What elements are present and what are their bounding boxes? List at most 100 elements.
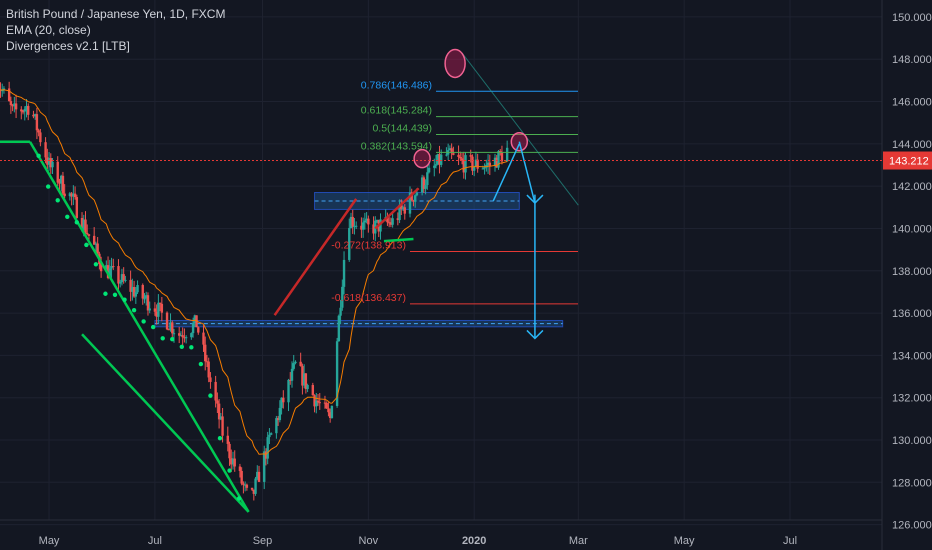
candle-body bbox=[462, 160, 465, 173]
legend-symbol[interactable]: British Pound / Japanese Yen, 1D, FXCM bbox=[6, 7, 226, 21]
candle-body bbox=[434, 164, 438, 166]
candle-body bbox=[49, 158, 52, 168]
candle-body bbox=[157, 302, 160, 317]
candle-body bbox=[11, 105, 14, 107]
candle-body bbox=[256, 471, 259, 479]
candle-body bbox=[476, 159, 479, 169]
divergence-dot bbox=[112, 292, 118, 297]
candle-body bbox=[92, 235, 96, 245]
projection-path bbox=[518, 141, 536, 204]
candle-body bbox=[73, 193, 77, 198]
candle-body bbox=[47, 158, 51, 165]
fib-level-label: -0.272(138.913) bbox=[331, 239, 406, 251]
candle-body bbox=[110, 266, 113, 269]
candle-body bbox=[184, 337, 188, 339]
candle-body bbox=[160, 303, 164, 313]
divergence-dot bbox=[131, 308, 137, 313]
candle-body bbox=[136, 285, 139, 293]
candle-body bbox=[33, 114, 37, 117]
candle-body bbox=[216, 400, 219, 404]
candle-body bbox=[315, 400, 318, 407]
candle-body bbox=[120, 274, 124, 283]
y-tick-label: 126.000 bbox=[892, 520, 932, 532]
candle-body bbox=[363, 220, 367, 223]
candle-body bbox=[335, 341, 339, 406]
candle-body bbox=[264, 451, 268, 459]
candle-body bbox=[367, 218, 370, 225]
candle-body bbox=[412, 200, 415, 202]
candle-body bbox=[379, 219, 382, 232]
trendline-green-down bbox=[28, 141, 250, 513]
top-ellipse bbox=[444, 48, 466, 79]
candle-body bbox=[1, 90, 4, 92]
candle-body bbox=[400, 204, 403, 209]
legend-ema[interactable]: EMA (20, close) bbox=[6, 23, 91, 37]
divergence-dot bbox=[74, 220, 80, 225]
candle-body bbox=[84, 219, 87, 233]
candle-body bbox=[238, 466, 242, 471]
candle-body bbox=[191, 322, 195, 334]
candle-body bbox=[231, 458, 235, 465]
candle-body bbox=[167, 329, 170, 331]
candle-body bbox=[495, 157, 498, 168]
x-tick-label: Mar bbox=[569, 535, 588, 547]
candle-body bbox=[450, 148, 453, 154]
candle-body bbox=[245, 484, 249, 488]
divergence-dot bbox=[122, 297, 127, 302]
candle-body bbox=[311, 385, 315, 396]
candle-body bbox=[282, 397, 285, 403]
candle-body bbox=[276, 418, 280, 421]
y-tick-label: 132.000 bbox=[892, 393, 932, 405]
divergence-dot bbox=[208, 393, 213, 398]
y-tick-label: 138.000 bbox=[892, 266, 932, 278]
candle-body bbox=[469, 155, 472, 157]
mid-ellipse bbox=[413, 148, 431, 169]
x-tick-label: Sep bbox=[253, 535, 273, 547]
candle-body bbox=[94, 243, 98, 245]
candle-body bbox=[181, 335, 184, 338]
candle-body bbox=[472, 166, 476, 171]
candle-body bbox=[299, 361, 302, 367]
candle-body bbox=[415, 192, 419, 196]
candle-body bbox=[269, 433, 273, 435]
candle-body bbox=[68, 193, 72, 197]
divergence-dot bbox=[150, 324, 156, 330]
candle-body bbox=[80, 217, 84, 230]
candle-body bbox=[438, 154, 441, 165]
y-tick-label: 140.000 bbox=[892, 223, 932, 235]
candle-body bbox=[124, 279, 127, 281]
candle-body bbox=[183, 337, 186, 339]
candle-body bbox=[493, 157, 497, 166]
y-tick-label: 144.000 bbox=[892, 139, 932, 151]
candle-body bbox=[25, 105, 28, 110]
candle-body bbox=[422, 177, 426, 189]
candle-body bbox=[500, 152, 504, 162]
divergence-dot bbox=[93, 262, 99, 267]
legend-indicator[interactable]: Divergences v2.1 [LTB] bbox=[6, 39, 130, 53]
candle-body bbox=[433, 165, 436, 168]
candle-body bbox=[337, 315, 341, 342]
candle-body bbox=[172, 333, 176, 335]
divergence-dot bbox=[103, 291, 108, 296]
candle-body bbox=[420, 177, 424, 193]
candle-body bbox=[242, 483, 245, 485]
divergence-dot bbox=[217, 435, 223, 441]
candle-body bbox=[280, 397, 283, 408]
projection-arrow-head bbox=[526, 329, 544, 340]
candle-body bbox=[230, 458, 233, 465]
fib-diagonal bbox=[461, 52, 579, 206]
candle-body bbox=[386, 216, 389, 223]
candle-body bbox=[37, 130, 40, 133]
trendline-red-up bbox=[273, 198, 358, 316]
candle-body bbox=[82, 219, 85, 230]
chart-legend: British Pound / Japanese Yen, 1D, FXCM E… bbox=[6, 6, 225, 54]
candle-body bbox=[20, 109, 23, 112]
ema-line bbox=[0, 89, 508, 455]
candle-body bbox=[266, 437, 269, 459]
trendline-red-up-2 bbox=[374, 187, 420, 230]
candle-body bbox=[143, 298, 146, 300]
candle-body bbox=[61, 175, 65, 194]
candle-body bbox=[117, 266, 120, 284]
candle-body bbox=[408, 192, 412, 214]
